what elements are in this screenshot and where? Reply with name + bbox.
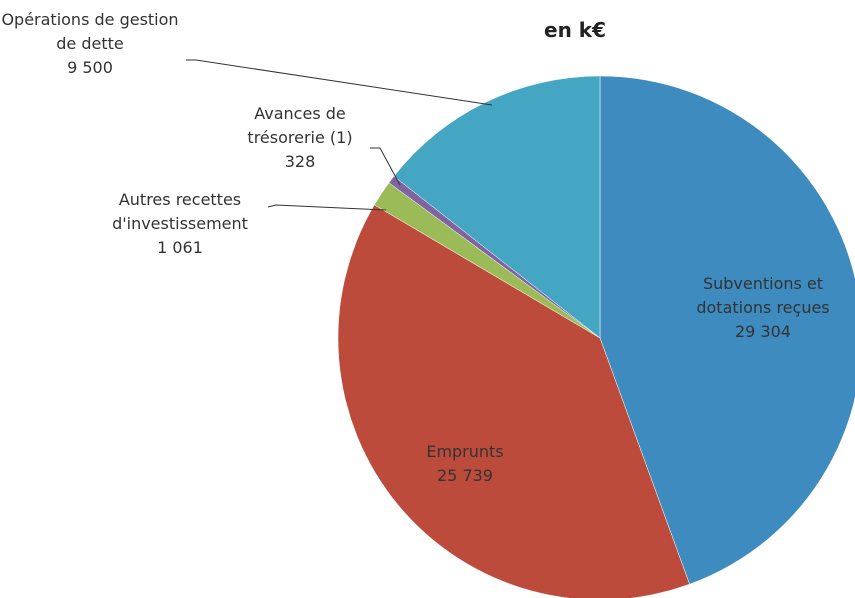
slice-label: Avances de trésorerie (1) 328: [225, 102, 375, 174]
value-label: 328: [284, 152, 316, 171]
chart-title: en k€: [544, 18, 606, 42]
slice-label: Emprunts 25 739: [380, 440, 550, 488]
pie-slice: [599, 75, 855, 585]
pie-slice: [337, 204, 690, 598]
leader-line: [186, 59, 493, 106]
pie-slice: [393, 75, 601, 339]
value-label: 1 061: [157, 238, 203, 257]
value-label: 29 304: [735, 322, 791, 341]
value-label: 25 739: [437, 466, 493, 485]
category-label: Avances de trésorerie (1): [247, 104, 353, 147]
slice-label: Autres recettes d'investissement 1 061: [80, 188, 280, 260]
slice-label: Subventions et dotations reçues 29 304: [668, 272, 855, 344]
category-label: Subventions et dotations reçues: [696, 274, 830, 317]
leader-line: [370, 147, 401, 186]
category-label: Autres recettes d'investissement: [112, 190, 248, 233]
slice-label: Opérations de gestion de dette 9 500: [0, 8, 180, 80]
category-label: Emprunts: [426, 442, 504, 461]
category-label: Opérations de gestion de dette: [1, 10, 179, 53]
leader-line: [267, 204, 387, 211]
value-label: 9 500: [67, 58, 113, 77]
